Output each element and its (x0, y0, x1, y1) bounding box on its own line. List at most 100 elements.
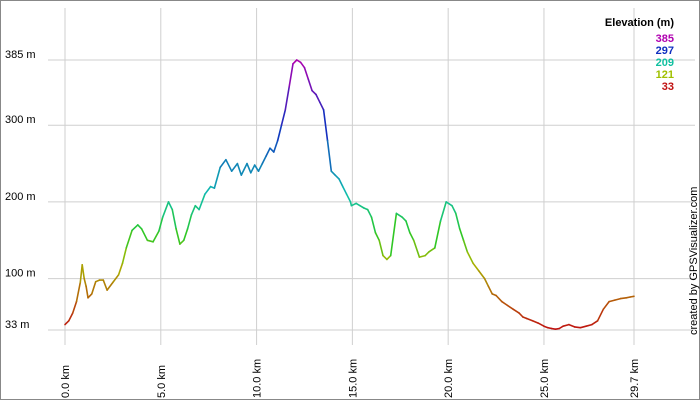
elevation-series (64, 59, 635, 331)
elevation-segment (250, 164, 256, 174)
elevation-segment (121, 247, 128, 265)
elevation-segment (284, 86, 291, 111)
elevation-segment (495, 294, 503, 303)
elevation-segment (568, 323, 576, 328)
elevation-segment (280, 109, 287, 126)
elevation-segment (386, 254, 392, 261)
elevation-segment (186, 214, 193, 230)
elevation-segment (83, 277, 87, 288)
elevation-segment (472, 262, 480, 272)
elevation-segment (483, 277, 490, 288)
elevation-segment (311, 89, 317, 96)
elevation-segment (389, 212, 398, 257)
elevation-segment (257, 162, 264, 172)
elevation-segment (269, 147, 275, 153)
elevation-segment (75, 281, 82, 303)
elevation-segment (424, 251, 430, 257)
elevation-segment (175, 228, 181, 245)
elevation-segment (341, 185, 348, 195)
y-tick-label: 100 m (5, 268, 36, 280)
elevation-segment (454, 212, 461, 230)
elevation-segment (506, 304, 515, 311)
elevation-segment (171, 208, 177, 230)
elevation-segment (405, 220, 411, 234)
elevation-segment (288, 62, 294, 88)
elevation-segment (112, 273, 120, 284)
x-tick-label: 0.0 km (60, 365, 72, 398)
x-tick-label: 29.7 km (629, 359, 641, 398)
elevation-segment (307, 78, 313, 92)
elevation-segment (418, 254, 427, 258)
legend-entry: 385 (656, 33, 674, 45)
elevation-segment (146, 239, 154, 243)
x-tick-label: 25.0 km (539, 359, 551, 398)
elevation-segment (179, 239, 185, 245)
elevation-segment (629, 295, 635, 298)
elevation-segment (261, 155, 268, 165)
elevation-segment (117, 262, 124, 276)
elevation-segment (613, 297, 622, 301)
elevation-segment (338, 178, 344, 188)
elevation-segment (537, 322, 545, 328)
elevation-segment (458, 228, 465, 242)
elevation-segment (619, 296, 628, 300)
elevation-segment (85, 285, 89, 299)
elevation-segment (378, 239, 384, 257)
elevation-segment (366, 208, 373, 218)
x-axis-ticks: 0.0 km 5.0 km 10.0 km 15.0 km 20.0 km 25.0 km… (60, 359, 641, 398)
elevation-segment (219, 158, 227, 169)
elevation-segment (395, 212, 404, 218)
elevation-segment (131, 224, 139, 232)
elevation-segment (246, 162, 252, 174)
y-tick-label: 200 m (5, 191, 36, 203)
elevation-segment (412, 239, 421, 258)
x-tick-label: 20.0 km (443, 359, 455, 398)
elevation-segment (579, 325, 587, 329)
elevation-segment (299, 61, 306, 69)
elevation-segment (322, 109, 329, 142)
elevation-segment (318, 101, 325, 111)
elevation-segment (225, 158, 233, 172)
legend-entry: 121 (656, 69, 674, 81)
elevation-segment (152, 230, 160, 243)
elevation-segment (439, 201, 448, 222)
elevation-segment (608, 299, 616, 303)
elevation-segment (240, 162, 248, 176)
elevation-segment (585, 323, 593, 328)
elevation-segment (370, 216, 377, 234)
elevation-segment (562, 323, 570, 328)
elevation-segment (573, 326, 582, 329)
y-tick-label: 300 m (5, 114, 36, 126)
elevation-segment (330, 170, 336, 176)
elevation-segment (500, 300, 509, 307)
elevation-segment (315, 93, 321, 103)
elevation-segment (161, 201, 170, 218)
elevation-segment (167, 201, 174, 211)
elevation-segment (334, 174, 340, 180)
elevation-segment (303, 66, 310, 80)
elevation-segment (451, 204, 457, 215)
elevation-segment (512, 308, 520, 314)
elevation-segment (591, 319, 599, 326)
elevation-segment (190, 204, 197, 216)
elevation-segment (487, 285, 494, 295)
elevation-segment (292, 59, 298, 65)
elevation-segment (408, 231, 415, 242)
elevation-segment (518, 312, 524, 318)
elevation-segment (158, 216, 164, 232)
x-tick-label: 15.0 km (347, 359, 359, 398)
elevation-segment (272, 139, 279, 153)
legend-entry: 297 (656, 45, 674, 57)
elevation-segment (71, 300, 78, 314)
elevation-segment (428, 247, 436, 253)
elevation-segment (477, 270, 486, 280)
elevation-segment (525, 317, 534, 322)
elevation-segment (137, 224, 143, 230)
y-axis-ticks: 33 m 100 m 200 m 300 m 385 m (5, 49, 36, 331)
credit-text: created by GPSVisualizer.com (688, 187, 700, 335)
elevation-segment (81, 263, 85, 280)
elevation-segment (345, 193, 352, 203)
elevation-segment (462, 239, 469, 253)
elevation-segment (64, 319, 70, 326)
